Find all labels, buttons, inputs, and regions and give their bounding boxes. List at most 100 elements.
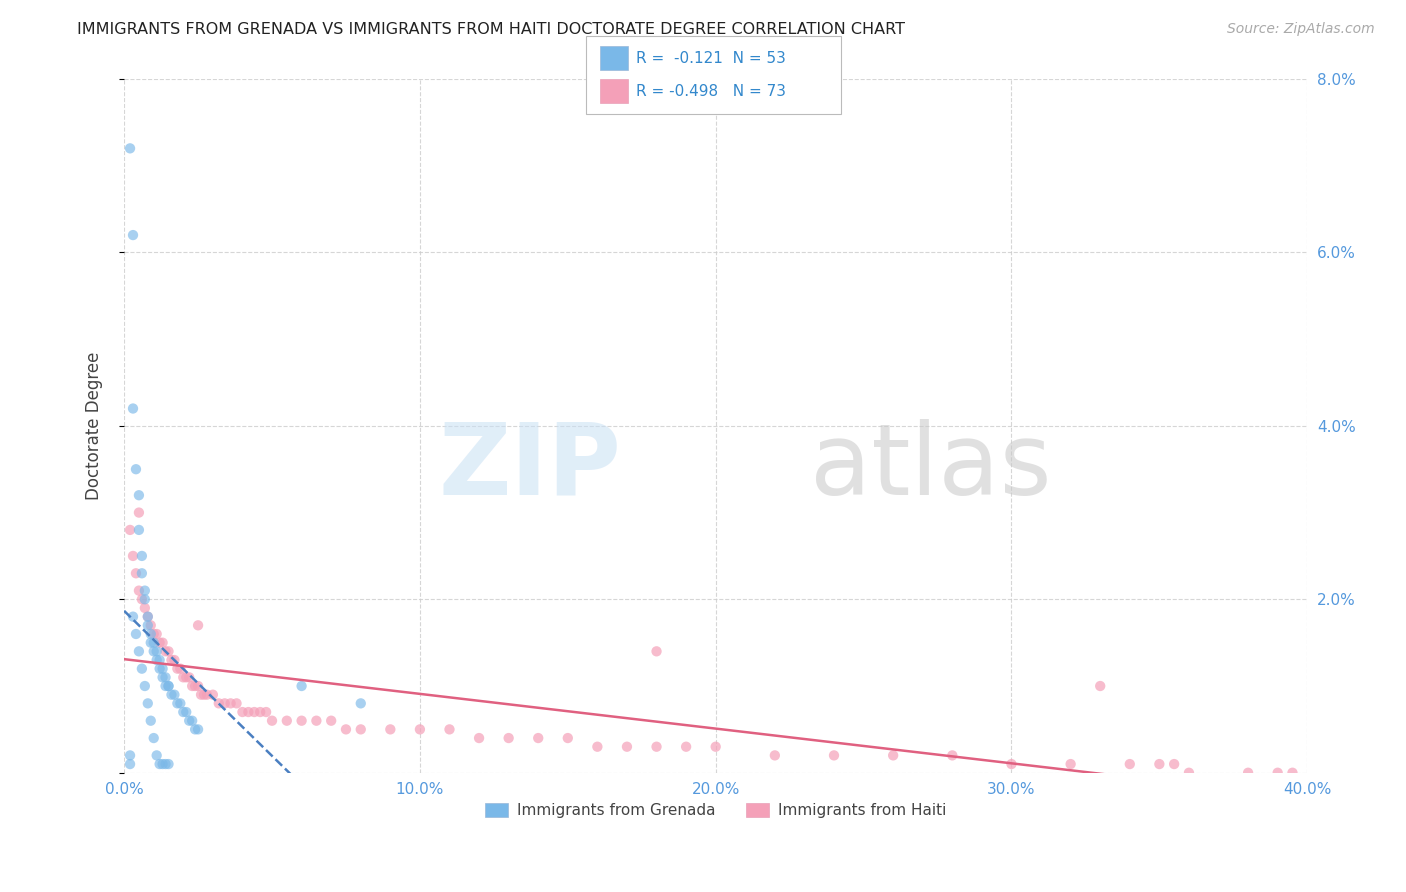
Point [128, 583, 150, 598]
Point [118, 757, 141, 772]
Point [179, 670, 201, 684]
Point [149, 635, 172, 649]
Point [187, 723, 209, 737]
Point [125, 627, 148, 641]
Point [1090, 679, 1112, 693]
Point [152, 670, 174, 684]
Point [128, 506, 150, 520]
Text: Source: ZipAtlas.com: Source: ZipAtlas.com [1227, 22, 1375, 37]
Point [134, 679, 156, 693]
Point [208, 697, 231, 711]
Point [225, 697, 247, 711]
Point [160, 688, 183, 702]
Point [350, 697, 373, 711]
Point [163, 653, 186, 667]
Point [142, 627, 165, 641]
Point [166, 697, 188, 711]
Point [380, 723, 402, 737]
Point [335, 723, 357, 737]
Point [193, 688, 215, 702]
Point [155, 757, 177, 772]
Text: atlas: atlas [810, 419, 1052, 516]
Point [128, 488, 150, 502]
Point [1267, 765, 1289, 780]
Point [122, 401, 145, 416]
Legend: Immigrants from Grenada, Immigrants from Haiti: Immigrants from Grenada, Immigrants from… [479, 797, 953, 824]
Point [128, 644, 150, 658]
Point [181, 714, 204, 728]
Point [1000, 757, 1022, 772]
Point [174, 705, 197, 719]
Point [145, 627, 167, 641]
Point [187, 679, 209, 693]
Point [291, 679, 314, 693]
Point [131, 592, 153, 607]
Text: R =  -0.121  N = 53: R = -0.121 N = 53 [636, 51, 786, 66]
Point [1059, 757, 1081, 772]
Point [527, 731, 550, 745]
Point [145, 653, 167, 667]
Point [823, 748, 845, 763]
Point [179, 714, 201, 728]
Point [882, 748, 904, 763]
Point [149, 662, 172, 676]
Point [149, 757, 172, 772]
Point [941, 748, 963, 763]
Point [172, 670, 194, 684]
Point [142, 644, 165, 658]
Point [645, 739, 668, 754]
Point [409, 723, 432, 737]
Point [118, 523, 141, 537]
Point [139, 635, 162, 649]
Point [163, 688, 186, 702]
Point [155, 644, 177, 658]
Point [1281, 765, 1303, 780]
Point [243, 705, 266, 719]
Point [136, 697, 159, 711]
Point [169, 697, 191, 711]
Point [160, 653, 183, 667]
Point [118, 141, 141, 155]
Point [1119, 757, 1142, 772]
Text: R = -0.498   N = 73: R = -0.498 N = 73 [636, 84, 786, 98]
Point [249, 705, 271, 719]
Point [231, 705, 253, 719]
Point [122, 549, 145, 563]
Point [219, 697, 242, 711]
Point [145, 748, 167, 763]
Point [291, 714, 314, 728]
Point [136, 618, 159, 632]
Point [184, 679, 207, 693]
Point [439, 723, 461, 737]
Point [118, 748, 141, 763]
Point [238, 705, 260, 719]
Point [157, 644, 180, 658]
Point [498, 731, 520, 745]
Point [157, 679, 180, 693]
Point [704, 739, 727, 754]
Point [254, 705, 277, 719]
Point [645, 644, 668, 658]
Point [1149, 757, 1171, 772]
Point [134, 592, 156, 607]
Point [131, 549, 153, 563]
Point [134, 601, 156, 615]
Point [201, 688, 224, 702]
Point [321, 714, 343, 728]
Point [157, 679, 180, 693]
Y-axis label: Doctorate Degree: Doctorate Degree [86, 351, 103, 500]
Point [174, 670, 197, 684]
Point [616, 739, 638, 754]
Point [214, 697, 236, 711]
Point [169, 662, 191, 676]
Point [184, 723, 207, 737]
Point [276, 714, 298, 728]
Point [305, 714, 328, 728]
Point [260, 714, 283, 728]
Point [155, 679, 177, 693]
Point [187, 618, 209, 632]
Point [1237, 765, 1260, 780]
Point [166, 662, 188, 676]
Point [139, 714, 162, 728]
Point [1163, 757, 1185, 772]
